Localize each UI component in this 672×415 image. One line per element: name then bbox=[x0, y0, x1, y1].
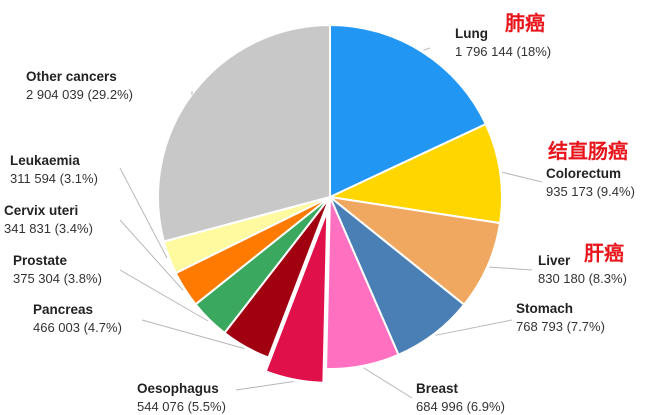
leader-line-cervix-uteri bbox=[119, 219, 184, 291]
slice-value-oesophagus: 544 076 (5.5%) bbox=[137, 399, 226, 414]
leader-line-breast bbox=[363, 367, 413, 399]
slice-value-colorectum: 935 173 (9.4%) bbox=[546, 184, 635, 199]
pie-slice-oesophagus bbox=[264, 210, 329, 384]
leader-line-leukaemia bbox=[119, 167, 168, 259]
slice-label-colorectum: Colorectum bbox=[546, 166, 621, 181]
slice-label-breast: Breast bbox=[416, 381, 459, 396]
slice-label-pancreas: Pancreas bbox=[33, 302, 93, 317]
cn-annotation-colorectum: 结直肠癌 bbox=[548, 139, 628, 163]
slice-value-breast: 684 996 (6.9%) bbox=[416, 399, 505, 414]
slice-label-cervix-uteri: Cervix uteri bbox=[4, 203, 78, 218]
slice-label-liver: Liver bbox=[538, 253, 571, 268]
pie-slice-breast bbox=[325, 196, 400, 370]
slice-label-leukaemia: Leukaemia bbox=[10, 153, 80, 168]
slice-label-stomach: Stomach bbox=[516, 301, 573, 316]
leader-line-stomach bbox=[435, 319, 513, 336]
slice-label-other-cancers: Other cancers bbox=[26, 69, 117, 84]
slice-value-pancreas: 466 003 (4.7%) bbox=[33, 320, 122, 335]
leader-line-pancreas bbox=[141, 319, 245, 350]
leader-line-lung bbox=[423, 47, 431, 51]
slice-value-leukaemia: 311 594 (3.1%) bbox=[10, 171, 98, 186]
cn-annotation-liver: 肝癌 bbox=[584, 241, 624, 265]
leader-line-prostate bbox=[119, 269, 209, 322]
slice-label-prostate: Prostate bbox=[13, 253, 68, 268]
pie-slice-liver bbox=[326, 195, 502, 307]
slice-value-stomach: 768 793 (7.7%) bbox=[516, 319, 605, 334]
slice-value-prostate: 375 304 (3.8%) bbox=[13, 271, 102, 286]
pie-slice-colorectum bbox=[326, 122, 503, 225]
slice-value-other-cancers: 2 904 039 (29.2%) bbox=[26, 87, 133, 102]
slice-value-liver: 830 180 (8.3%) bbox=[538, 271, 627, 286]
slice-value-cervix-uteri: 341 831 (3.4%) bbox=[4, 221, 93, 236]
cn-annotation-lung: 肺癌 bbox=[505, 11, 545, 35]
leader-line-oesophagus bbox=[235, 380, 294, 391]
slice-label-oesophagus: Oesophagus bbox=[137, 381, 219, 396]
leader-line-liver bbox=[489, 266, 533, 271]
pie-slice-other-cancers bbox=[157, 23, 331, 243]
slice-label-lung: Lung bbox=[455, 26, 488, 41]
leader-line-colorectum bbox=[502, 171, 543, 183]
slice-value-lung: 1 796 144 (18%) bbox=[455, 44, 551, 59]
pie-slice-lung bbox=[329, 23, 488, 199]
